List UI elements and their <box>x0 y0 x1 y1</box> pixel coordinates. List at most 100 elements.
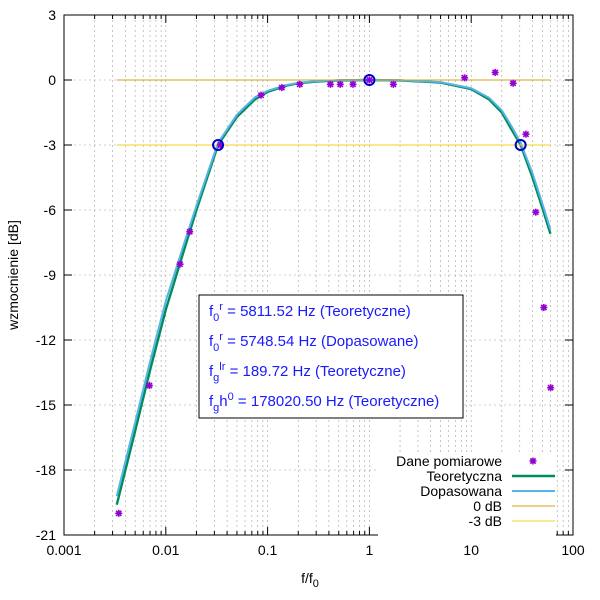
data-point-stroke <box>390 81 397 88</box>
x-tick-label: 0.001 <box>46 542 81 558</box>
data-point <box>349 80 357 88</box>
annotation-text: = 5811.52 Hz (Teoretyczne) <box>223 303 411 320</box>
data-point <box>257 91 265 99</box>
legend-label: 0 dB <box>473 498 502 514</box>
series-line-dopasowana <box>115 78 552 497</box>
data-point-stroke <box>176 260 184 268</box>
y-tick-label: 3 <box>48 7 56 23</box>
x-tick-labels: 0.001 0.01 0.1 1 10 100 <box>46 542 584 558</box>
annotation-box <box>198 294 464 419</box>
y-tick-label: -12 <box>36 332 56 348</box>
annotation-text: = 189.72 Hz (Teoretyczne) <box>225 363 406 380</box>
annotation-sup: r <box>219 331 223 343</box>
data-point-stroke <box>532 208 539 216</box>
legend-label: Teoretyczna <box>427 468 503 484</box>
series-line-teoretyczna <box>115 78 552 505</box>
legend-label: Dane pomiarowe <box>396 453 502 469</box>
data-point <box>532 208 540 216</box>
legend-swatch-points <box>529 457 537 465</box>
annotation-sup: r <box>219 301 223 313</box>
x-tick-label: 10 <box>463 542 479 558</box>
plot-frame <box>63 14 574 536</box>
data-point <box>491 68 499 76</box>
x-tick-label: 0.1 <box>258 542 278 558</box>
data-point-stroke <box>186 228 193 235</box>
data-point <box>326 80 334 88</box>
data-point <box>145 382 153 389</box>
data-point-stroke <box>461 74 468 82</box>
data-point <box>115 509 123 517</box>
cutoff-marker <box>514 139 527 151</box>
annotation-line: f0r = 5748.54 Hz (Dopasowane) <box>209 331 419 354</box>
data-point <box>365 76 373 84</box>
annotation-text: = 5748.54 Hz (Dopasowane) <box>223 333 419 350</box>
y-tick-label: -3 <box>44 137 57 153</box>
annotation-base: f <box>209 363 214 380</box>
data-point <box>547 384 555 392</box>
annotation-base: f <box>209 303 214 320</box>
legend-label: -3 dB <box>469 513 502 529</box>
data-point-stroke <box>349 81 357 88</box>
x-axis-label-sub: 0 <box>313 578 319 590</box>
data-point-stroke <box>529 457 537 465</box>
data-point-stroke <box>115 510 122 517</box>
data-point <box>461 74 469 82</box>
y-axis-label: wzmocnienie [dB] <box>5 220 21 331</box>
data-point <box>186 228 194 236</box>
x-tick-label: 100 <box>561 542 585 558</box>
data-point <box>176 260 184 268</box>
annotation-base: f <box>209 393 214 410</box>
y-tick-label: -18 <box>36 462 56 478</box>
data-point <box>509 79 517 87</box>
cutoff-marker <box>363 74 376 86</box>
data-point-stroke <box>278 84 286 91</box>
x-tick-label: 1 <box>366 542 374 558</box>
y-tick-labels: 3 0 -3 -6 -9 -12 -15 -18 -21 <box>36 7 56 543</box>
annotation-base: f <box>209 333 214 350</box>
x-tick-label: 0.01 <box>152 542 179 558</box>
annotation-sub: 0 <box>213 342 219 354</box>
legend-background <box>378 452 556 536</box>
x-axis-label: f/f0 <box>301 570 319 590</box>
data-point-stroke <box>522 130 530 138</box>
annotation-line: fglr = 189.72 Hz (Teoretyczne) <box>209 361 406 384</box>
data-point <box>389 80 397 88</box>
data-point <box>296 80 304 88</box>
annotation-sub: 0 <box>213 312 219 324</box>
annotation-sup: lr <box>219 361 225 373</box>
y-tick-label: 0 <box>48 72 56 88</box>
data-point-stroke <box>547 384 554 391</box>
y-tick-label: -21 <box>36 527 56 543</box>
annotation-sub: g <box>213 402 219 414</box>
annotation-sup: 0 <box>228 391 234 403</box>
y-tick-label: -9 <box>44 267 57 283</box>
annotations: f0r = 5811.52 Hz (Teoretyczne)f0r = 5748… <box>209 301 439 414</box>
legend-label: Dopasowana <box>420 483 502 499</box>
data-point-stroke <box>146 382 153 389</box>
cutoff-markers <box>212 74 527 151</box>
data-point-stroke <box>540 304 548 311</box>
data-point-stroke <box>509 80 517 87</box>
data-point-stroke <box>366 76 373 84</box>
data-point-stroke <box>327 81 334 88</box>
data-points <box>115 68 555 517</box>
data-point <box>522 130 530 138</box>
cutoff-marker <box>212 139 225 151</box>
annotation-text: = 178020.50 Hz (Teoretyczne) <box>234 393 440 410</box>
annotation-sub: g <box>213 372 219 384</box>
data-point <box>540 304 548 311</box>
data-point-stroke <box>337 81 344 88</box>
data-point <box>336 80 344 88</box>
curves <box>115 78 552 505</box>
y-tick-label: -15 <box>36 397 56 413</box>
y-tick-label: -6 <box>44 202 57 218</box>
annotation-line: f0r = 5811.52 Hz (Teoretyczne) <box>209 301 411 324</box>
data-point-stroke <box>491 69 499 76</box>
annotation-mid: h <box>219 393 227 410</box>
data-point-stroke <box>257 91 265 99</box>
data-point <box>278 84 286 92</box>
data-point-stroke <box>296 81 303 88</box>
annotation-line: fgh0 = 178020.50 Hz (Teoretyczne) <box>209 391 439 414</box>
